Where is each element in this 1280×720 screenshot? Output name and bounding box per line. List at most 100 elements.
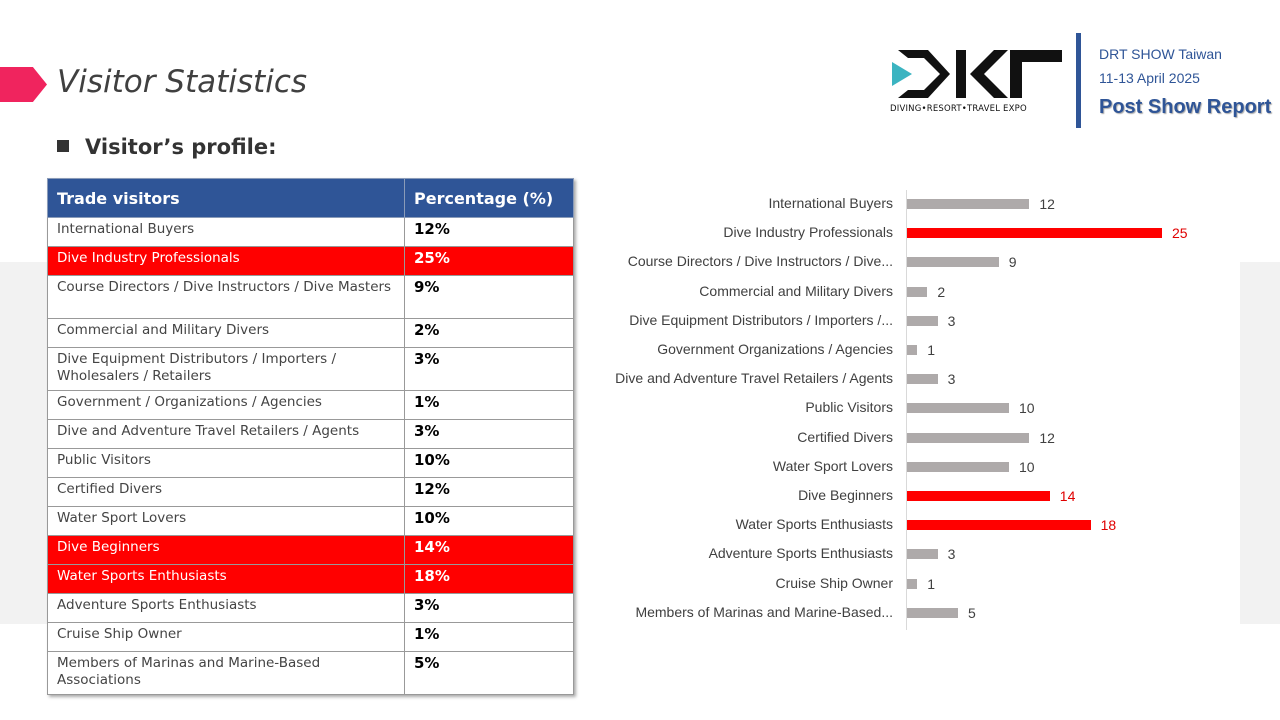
category-label: Course Directors / Dive Instructors / Di… — [627, 253, 893, 270]
row-label: Commercial and Military Divers — [47, 318, 405, 348]
data-label: 3 — [947, 312, 956, 329]
category-label: Dive Industry Professionals — [723, 224, 893, 241]
table-row: Adventure Sports Enthusiasts 3% — [47, 593, 574, 623]
row-label: Dive Equipment Distributors / Importers … — [47, 347, 405, 391]
table-row: Dive Industry Professionals 25% — [47, 246, 574, 276]
table-row: Dive Beginners 14% — [47, 535, 574, 565]
row-label: Government / Organizations / Agencies — [47, 390, 405, 420]
data-label: 10 — [1019, 458, 1035, 475]
row-percentage: 10% — [404, 448, 574, 478]
bar — [907, 403, 1009, 414]
row-label: Members of Marinas and Marine-Based Asso… — [47, 651, 405, 695]
row-percentage: 14% — [404, 535, 574, 565]
header-divider — [1076, 33, 1081, 128]
table-row: Course Directors / Dive Instructors / Di… — [47, 275, 574, 319]
report-title: Post Show Report — [1099, 96, 1272, 118]
table-row: Dive Equipment Distributors / Importers … — [47, 347, 574, 391]
bar — [907, 607, 958, 618]
category-label: Commercial and Military Divers — [699, 282, 893, 299]
data-label: 1 — [927, 342, 935, 358]
data-label: 5 — [968, 604, 976, 621]
section-subtitle: Visitor’s profile: — [57, 135, 277, 159]
row-label: Water Sport Lovers — [47, 506, 405, 536]
bar — [907, 286, 928, 297]
row-label: Course Directors / Dive Instructors / Di… — [47, 275, 405, 319]
row-percentage: 3% — [404, 419, 574, 449]
category-label: Dive Beginners — [798, 487, 893, 503]
row-percentage: 2% — [404, 318, 574, 348]
row-percentage: 1% — [404, 622, 574, 652]
row-percentage: 3% — [404, 347, 574, 391]
table-row: Commercial and Military Divers 2% — [47, 318, 574, 348]
row-label: Water Sports Enthusiasts — [47, 564, 405, 594]
row-percentage: 12% — [404, 217, 574, 247]
row-label: Dive Beginners — [47, 535, 405, 565]
category-label: Dive and Adventure Travel Retailers / Ag… — [615, 370, 893, 387]
show-dates: 11-13 April 2025 — [1099, 70, 1200, 86]
row-percentage: 3% — [404, 593, 574, 623]
row-percentage: 12% — [404, 477, 574, 507]
bar — [907, 520, 1091, 531]
data-label: 18 — [1100, 517, 1117, 534]
row-label: Certified Divers — [47, 477, 405, 507]
bar — [907, 345, 918, 355]
table-row: Government / Organizations / Agencies 1% — [47, 390, 574, 420]
bar — [907, 578, 918, 589]
category-label: Cruise Ship Owner — [775, 574, 894, 591]
table-row: Cruise Ship Owner 1% — [47, 622, 574, 652]
row-percentage: 1% — [404, 390, 574, 420]
table-row: Public Visitors 10% — [47, 448, 574, 478]
table-row: International Buyers 12% — [47, 217, 574, 247]
data-label: 1 — [927, 575, 935, 592]
subtitle-text: Visitor’s profile: — [85, 135, 277, 159]
visitor-bar-chart: International Buyers 12 Dive Industry Prof… — [575, 180, 1240, 630]
row-label: Adventure Sports Enthusiasts — [47, 593, 405, 623]
bar — [907, 432, 1030, 443]
category-label: Water Sport Lovers — [772, 457, 893, 474]
category-label: Dive Equipment Distributors / Importers … — [629, 311, 893, 328]
row-percentage: 10% — [404, 506, 574, 536]
table-row: Dive and Adventure Travel Retailers / Ag… — [47, 419, 574, 449]
header-trade-visitors: Trade visitors — [47, 178, 405, 218]
category-label: Water Sports Enthusiasts — [735, 516, 893, 533]
row-percentage: 18% — [404, 564, 574, 594]
bar — [907, 461, 1009, 472]
row-percentage: 25% — [404, 246, 574, 276]
data-label: 12 — [1039, 196, 1055, 212]
bar — [907, 491, 1050, 501]
table-row: Water Sport Lovers 10% — [47, 506, 574, 536]
page-title: Visitor Statistics — [57, 64, 308, 100]
row-label: Public Visitors — [47, 448, 405, 478]
data-label: 10 — [1019, 400, 1035, 417]
category-label: Certified Divers — [797, 428, 893, 445]
bullet-square-icon — [57, 140, 69, 152]
title-arrow-icon — [0, 67, 47, 102]
data-label: 25 — [1172, 225, 1188, 242]
bar — [907, 228, 1162, 239]
bar — [907, 199, 1030, 209]
header-percentage: Percentage (%) — [404, 178, 574, 218]
bar — [907, 257, 999, 268]
row-label: Dive and Adventure Travel Retailers / Ag… — [47, 419, 405, 449]
category-label: Public Visitors — [805, 399, 893, 416]
bar — [907, 549, 938, 560]
category-label: International Buyers — [768, 195, 893, 211]
category-label: Government Organizations / Agencies — [657, 341, 893, 357]
data-label: 3 — [947, 371, 956, 388]
row-label: Cruise Ship Owner — [47, 622, 405, 652]
table-row: Water Sports Enthusiasts 18% — [47, 564, 574, 594]
category-label: Members of Marinas and Marine-Based... — [635, 603, 893, 620]
category-label: Adventure Sports Enthusiasts — [708, 545, 893, 562]
data-label: 12 — [1039, 429, 1055, 446]
table-row: Members of Marinas and Marine-Based Asso… — [47, 651, 574, 695]
show-name: DRT SHOW Taiwan — [1099, 46, 1222, 62]
data-label: 9 — [1008, 254, 1017, 271]
row-percentage: 5% — [404, 651, 574, 695]
row-label: International Buyers — [47, 217, 405, 247]
table-row: Certified Divers 12% — [47, 477, 574, 507]
bar — [907, 315, 938, 326]
drt-logo: DIVING•RESORT•TRAVEL EXPO — [890, 48, 1065, 118]
visitor-table: Trade visitors Percentage (%) Internatio… — [47, 178, 574, 695]
bar — [907, 374, 938, 385]
chart-axis — [906, 190, 907, 630]
